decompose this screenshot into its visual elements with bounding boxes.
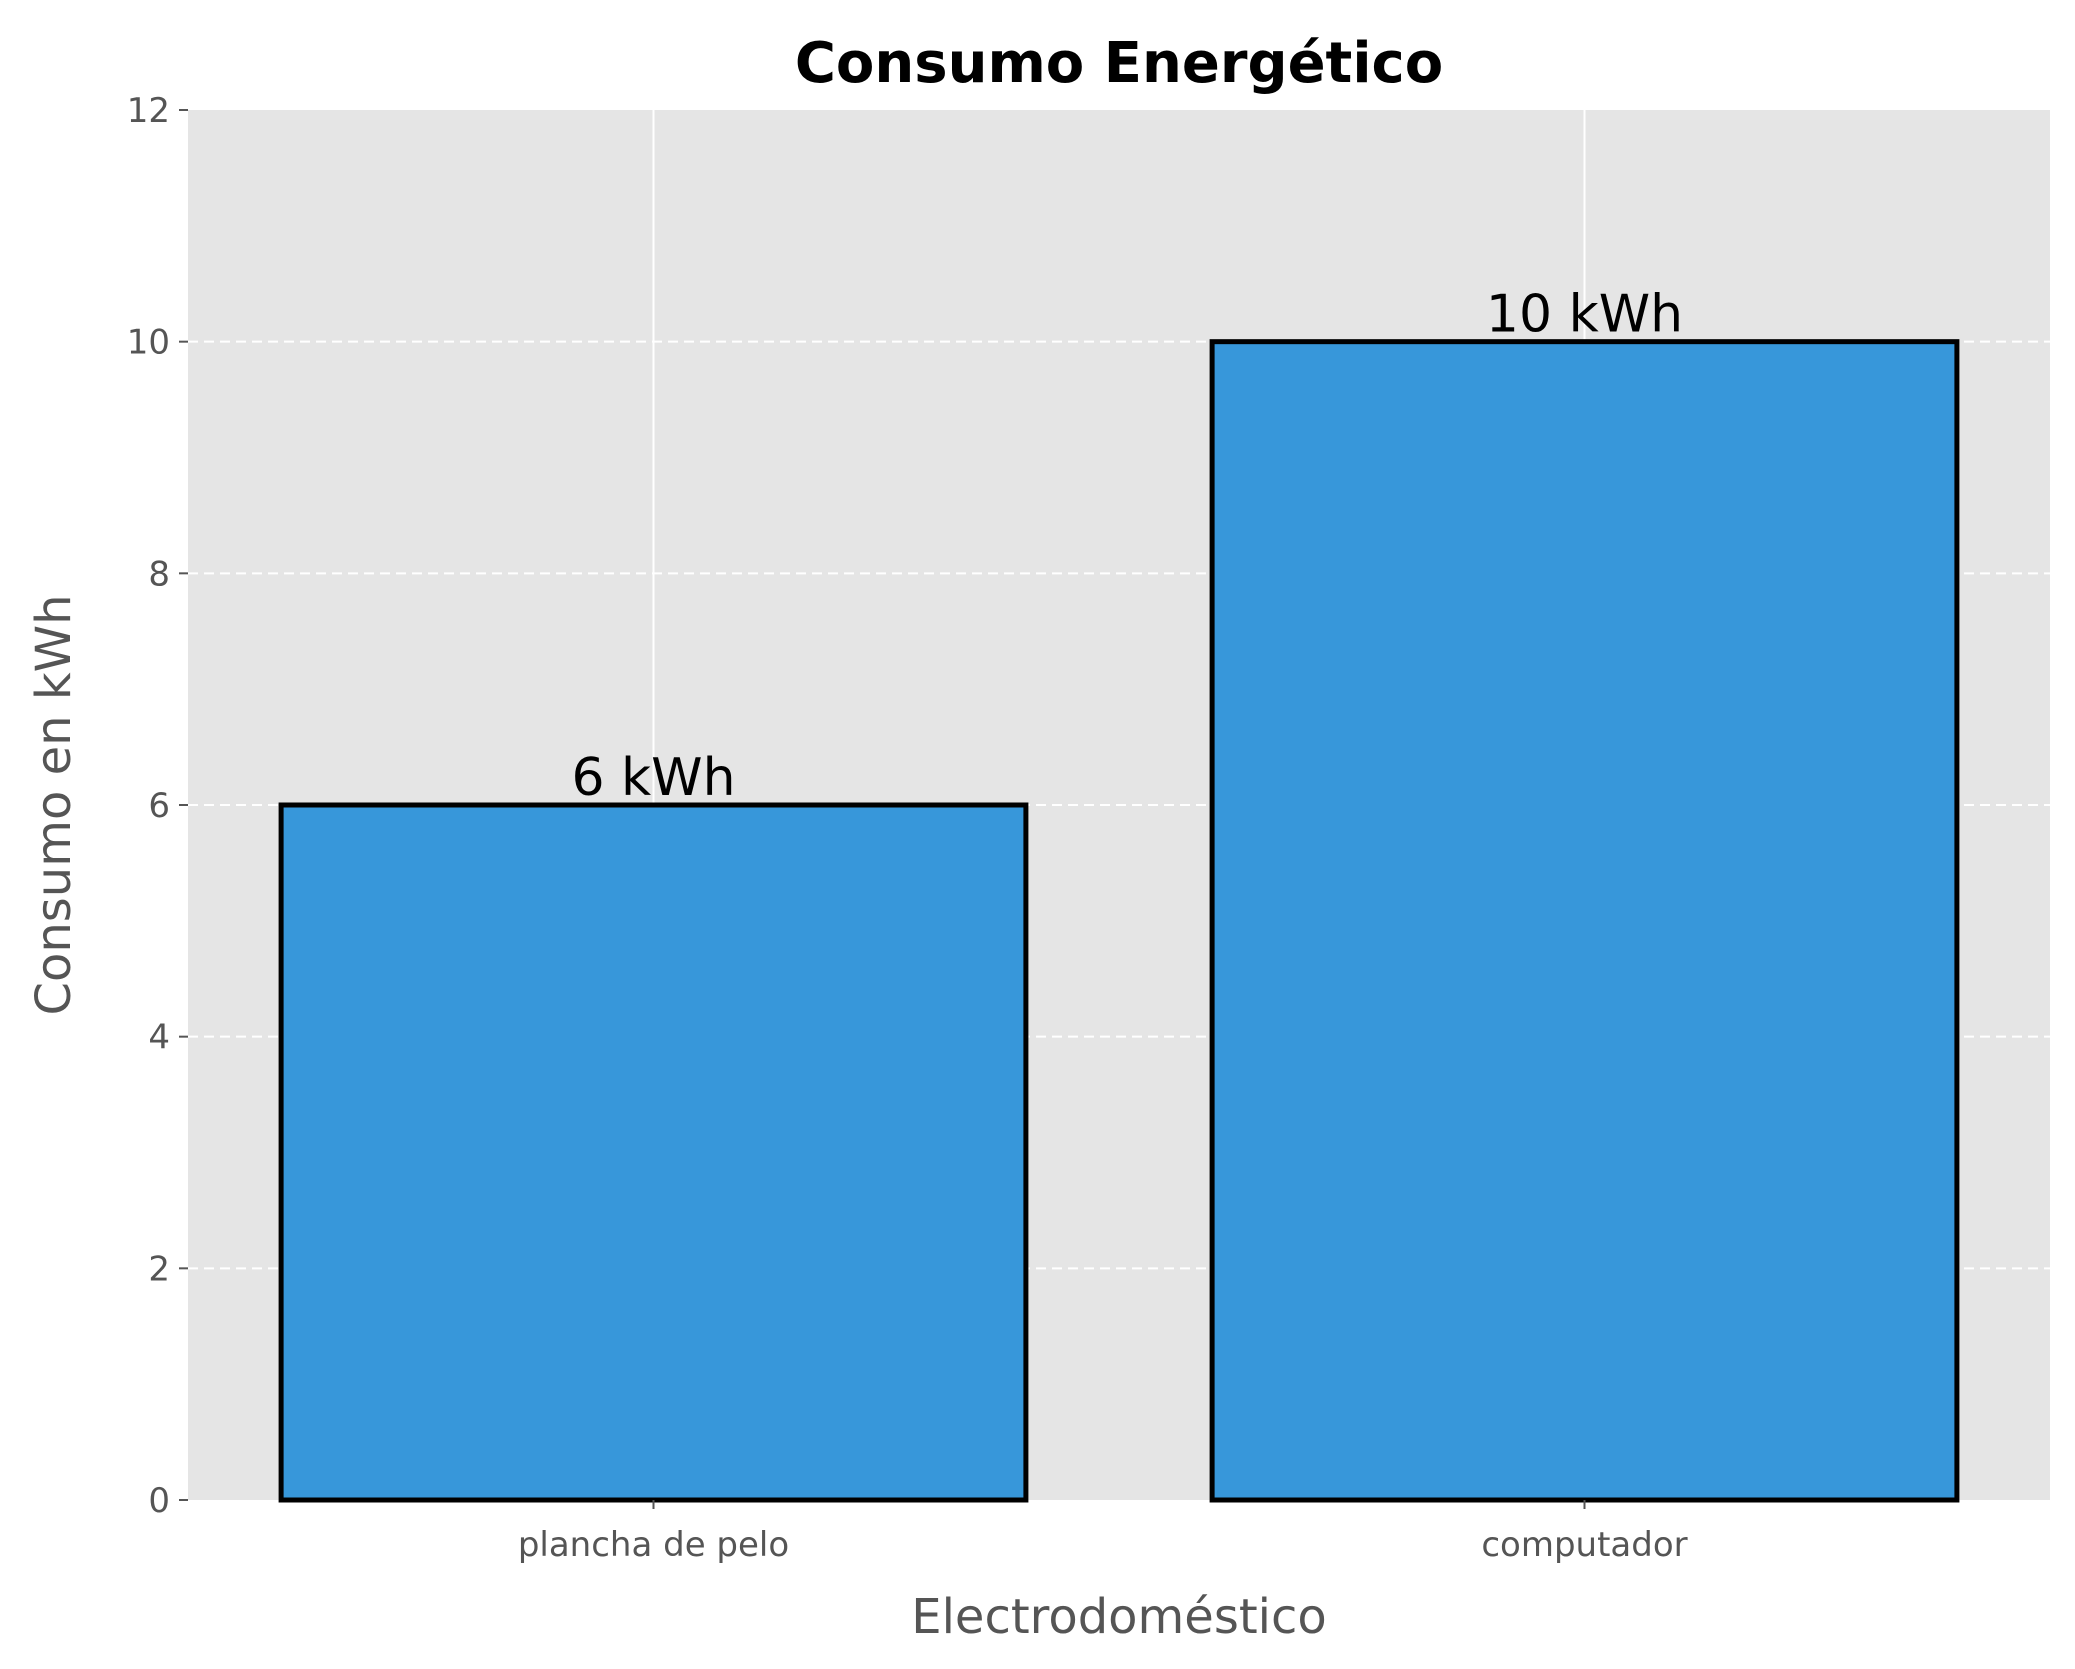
bar (278, 802, 1029, 1503)
y-tick-label: 12 (127, 91, 170, 131)
x-tick-label: plancha de pelo (518, 1525, 789, 1565)
y-tick-label: 2 (148, 1249, 170, 1289)
bar-value-label: 6 kWh (571, 748, 735, 808)
y-tick-label: 6 (148, 786, 170, 826)
chart-title: Consumo Energético (795, 31, 1443, 96)
y-tick-label: 10 (127, 323, 170, 363)
data-labels: 6 kWh 10 kWh (571, 285, 1683, 808)
x-tick-label: computador (1481, 1525, 1687, 1565)
y-tick-label: 0 (148, 1481, 170, 1521)
axis-ticks: 0 2 4 6 8 10 12 plancha de pelo computador (127, 91, 1688, 1565)
y-axis-label: Consumo en kWh (26, 594, 82, 1015)
bar-value-label: 10 kWh (1486, 285, 1683, 345)
x-axis-label: Electrodoméstico (911, 1589, 1327, 1645)
bar (1209, 339, 1960, 1503)
y-tick-label: 4 (148, 1018, 170, 1058)
y-tick-label: 8 (148, 554, 170, 594)
